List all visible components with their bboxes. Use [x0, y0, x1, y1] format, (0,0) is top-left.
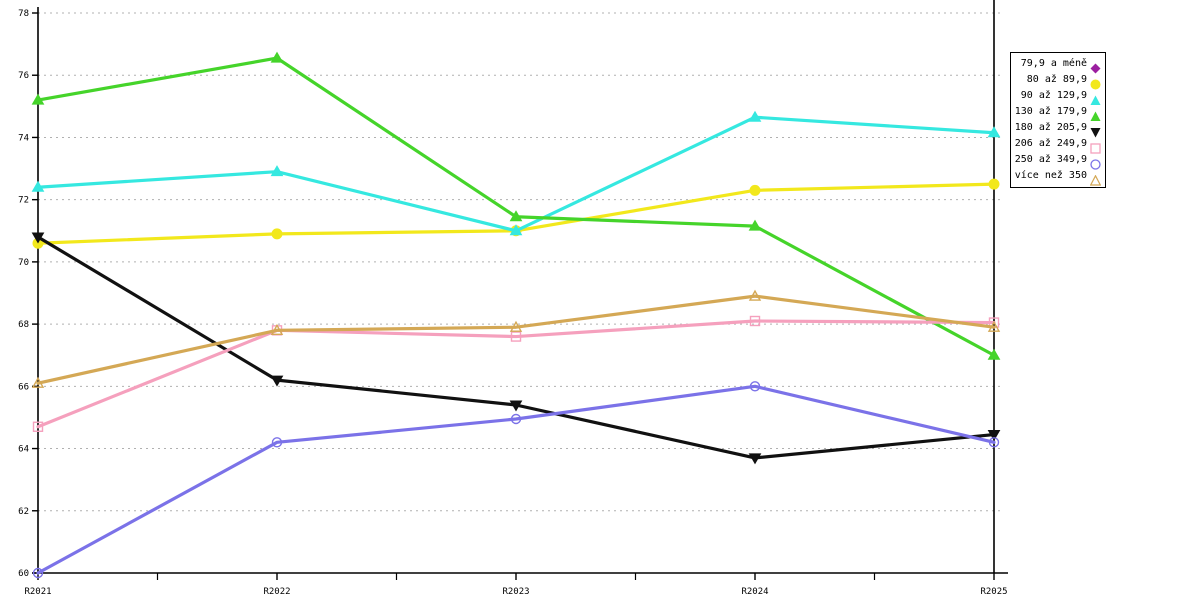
marker-triangle-open [987, 320, 1001, 332]
series-line [36, 294, 996, 385]
series-3 [31, 51, 1001, 360]
series-line [36, 56, 996, 357]
x-tick-label: R2023 [502, 587, 529, 597]
x-tick-label: R2021 [24, 587, 51, 597]
y-tick-label: 76 [18, 71, 29, 81]
y-tick-label: 60 [18, 569, 29, 579]
series-line [36, 235, 996, 460]
legend-item[interactable]: 90 až 129,9 [1011, 88, 1105, 105]
legend-marker-circle-open-icon [1090, 155, 1101, 170]
series-4 [31, 232, 1001, 465]
marker-triangle-open [270, 323, 284, 336]
marker-triangle-up [509, 224, 523, 236]
series-2 [31, 110, 1001, 236]
legend-marker-circle-icon [1090, 75, 1101, 89]
legend-marker-triangle-up-icon [1090, 91, 1101, 105]
legend-item-label: 130 až 179,9 [1014, 106, 1087, 117]
y-tick-label: 78 [18, 9, 29, 19]
series-7 [31, 289, 1001, 388]
legend-item[interactable]: 180 až 205,9 [1011, 120, 1105, 137]
marker-circle-open [510, 413, 522, 425]
marker-triangle-down [509, 400, 523, 412]
legend-marker-triangle-up-icon [1090, 107, 1101, 121]
legend-marker-triangle-open-icon [1089, 171, 1102, 186]
marker-circle-open [32, 567, 44, 579]
marker-triangle-down [748, 453, 762, 465]
chart-legend: 79,9 a méně 80 až 89,9 90 až 129,9 130 až 1… [1010, 52, 1106, 188]
marker-circle [988, 178, 1000, 190]
y-tick-label: 64 [18, 445, 29, 455]
marker-triangle-up [509, 210, 523, 222]
x-tick-label: R2024 [741, 587, 768, 597]
marker-circle [271, 228, 283, 240]
series-6 [32, 381, 1000, 579]
marker-triangle-open [31, 376, 45, 388]
marker-triangle-open [509, 320, 523, 332]
legend-item-label: 79,9 a méně [1020, 58, 1087, 69]
legend-item[interactable]: 80 až 89,9 [1011, 72, 1105, 89]
legend-item-label: 180 až 205,9 [1014, 122, 1087, 133]
marker-circle [749, 184, 761, 196]
series-line [36, 384, 996, 575]
legend-item-label: 90 až 129,9 [1020, 90, 1087, 101]
marker-triangle-up [31, 180, 45, 192]
legend-item[interactable]: 130 až 179,9 [1011, 104, 1105, 121]
y-tick-label: 68 [18, 320, 29, 330]
gridlines [38, 12, 1000, 574]
legend-item-label: 250 až 349,9 [1014, 154, 1087, 165]
marker-triangle-up [748, 110, 762, 122]
y-tick-label: 62 [18, 507, 29, 517]
marker-triangle-open [748, 289, 762, 301]
marker-triangle-down [31, 232, 45, 244]
y-tick-label: 66 [18, 382, 29, 392]
marker-triangle-up [31, 93, 45, 105]
marker-square-open [749, 315, 761, 327]
legend-item-label: více než 350 [1014, 170, 1087, 181]
marker-circle-open [271, 437, 283, 448]
marker-triangle-up [748, 219, 762, 231]
x-tick-label: R2025 [980, 587, 1007, 597]
marker-triangle-up [270, 165, 284, 177]
marker-square-open [510, 331, 522, 342]
y-tick-label: 74 [18, 133, 29, 143]
series-line [36, 319, 996, 429]
legend-item[interactable]: 250 až 349,9 [1011, 152, 1105, 170]
marker-triangle-down [270, 375, 284, 387]
legend-marker-diamond-icon [1090, 59, 1101, 73]
y-tick-label: 72 [18, 196, 29, 206]
legend-item-label: 80 až 89,9 [1026, 74, 1087, 85]
legend-item[interactable]: více než 350 [1011, 168, 1105, 186]
y-tick-label: 70 [18, 258, 29, 268]
marker-triangle-up [270, 51, 284, 63]
legend-item-label: 206 až 249,9 [1014, 138, 1087, 149]
x-axis: R2021 R2022 R2023 R2024 R2025 [24, 572, 1008, 597]
legend-item[interactable]: 206 až 249,9 [1011, 136, 1105, 154]
legend-marker-triangle-down-icon [1090, 123, 1101, 137]
legend-marker-square-open-icon [1090, 139, 1101, 154]
y-axis: 60 62 64 66 68 70 72 74 76 78 [18, 7, 39, 579]
marker-circle-open [988, 437, 1000, 448]
x-tick-label: R2022 [263, 587, 290, 597]
marker-triangle-down [987, 430, 1001, 442]
marker-triangle-up [987, 126, 1001, 138]
marker-circle-open [749, 381, 761, 392]
legend-item[interactable]: 79,9 a méně [1011, 56, 1105, 73]
marker-triangle-up [987, 348, 1001, 360]
marker-square-open [32, 421, 44, 432]
